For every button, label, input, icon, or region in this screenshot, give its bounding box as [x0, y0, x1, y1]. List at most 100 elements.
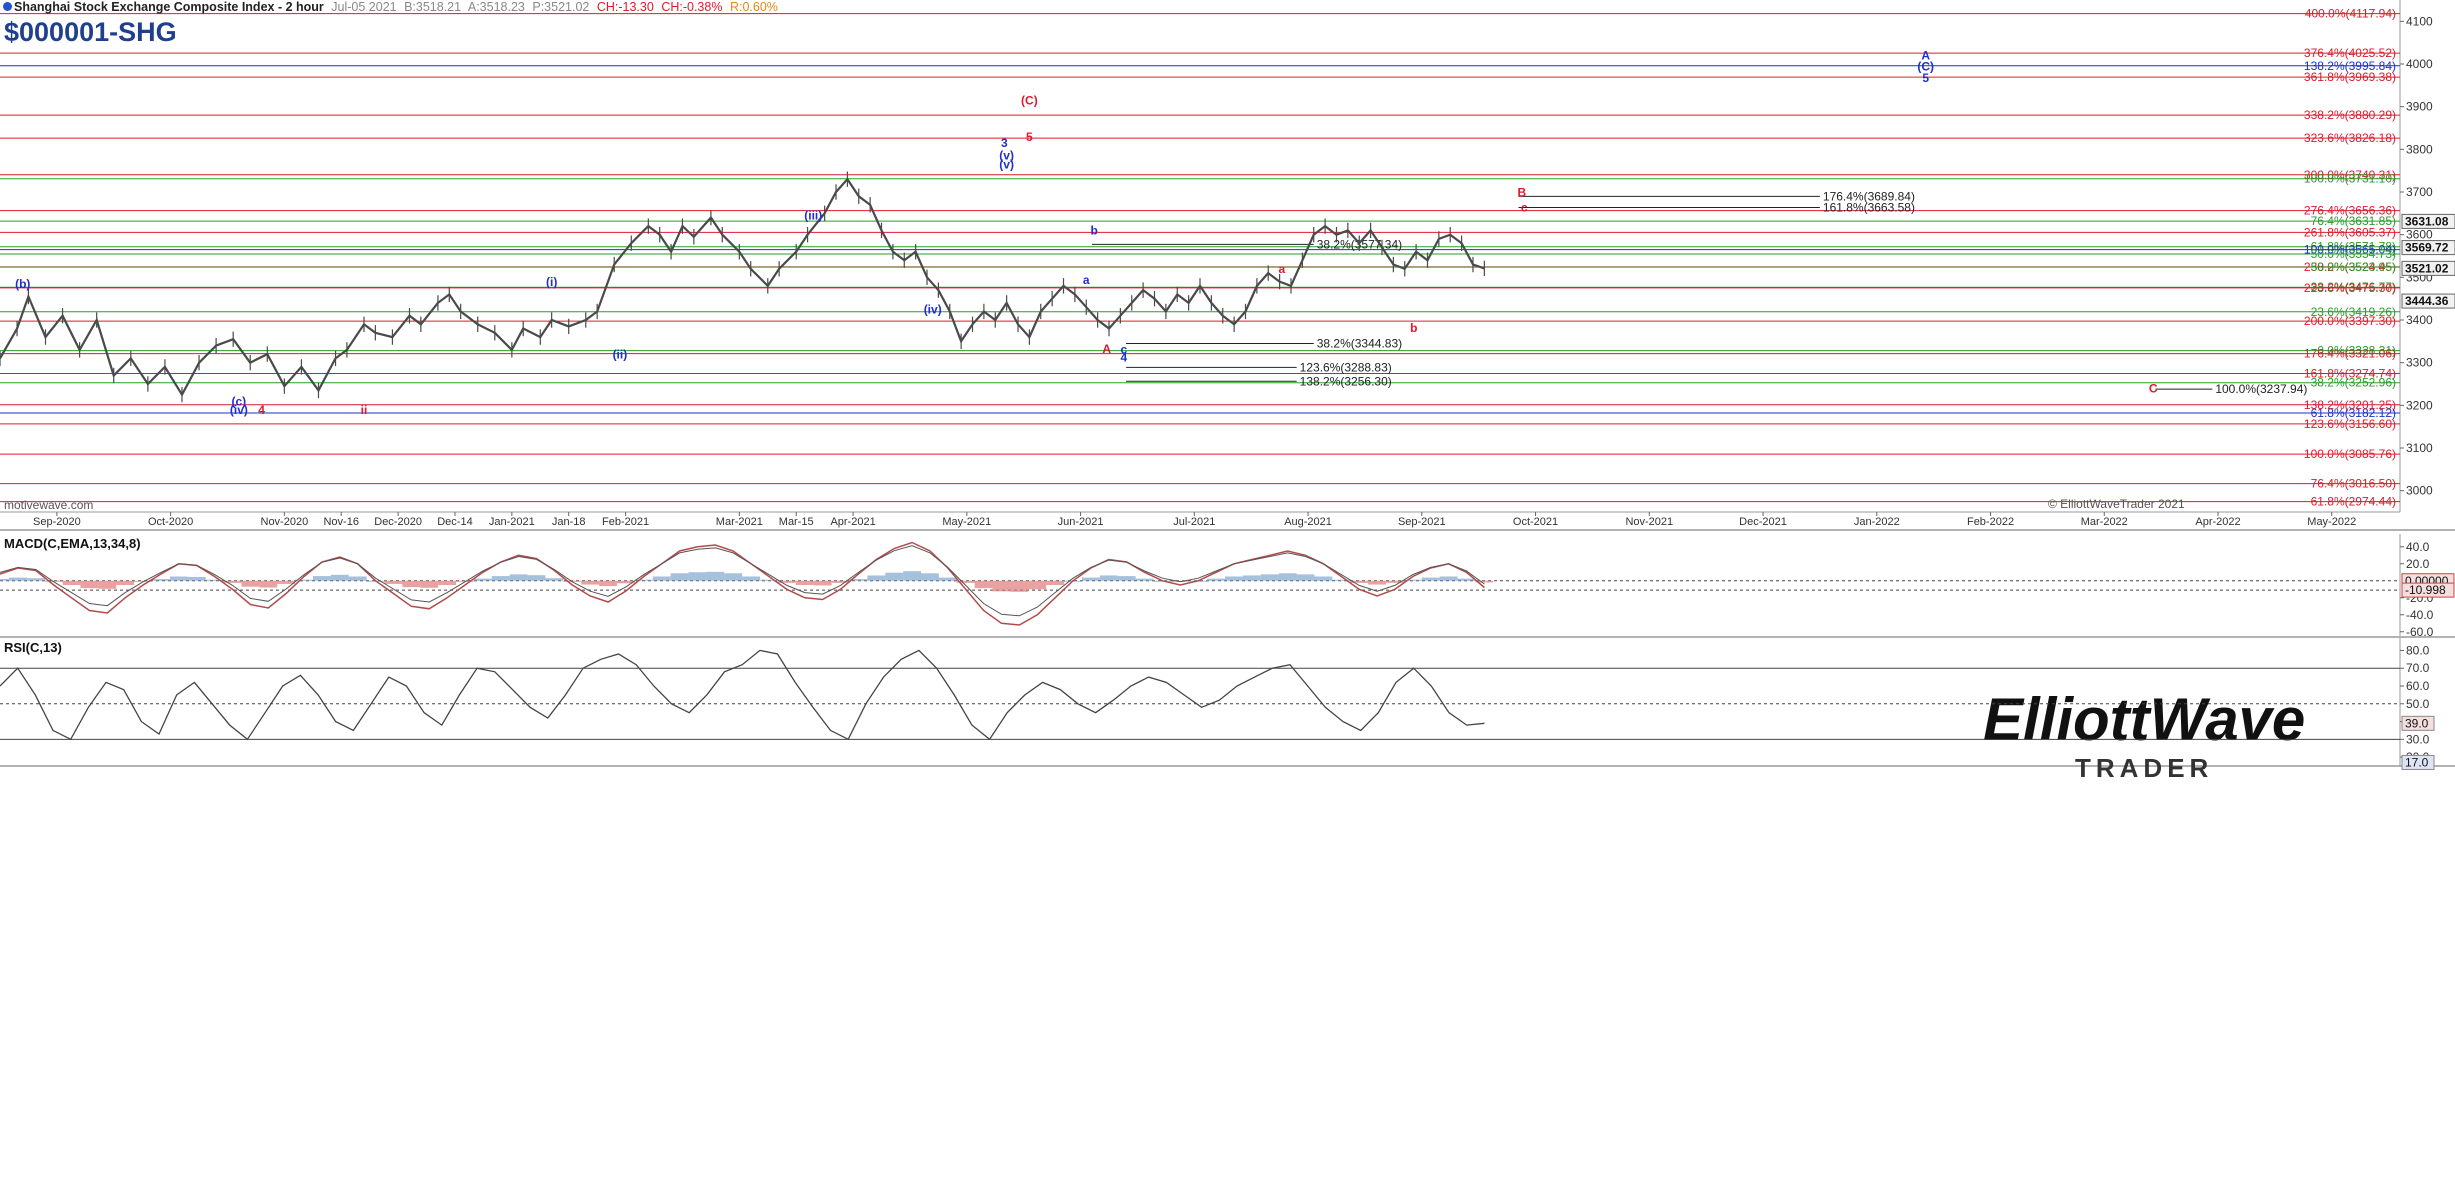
- wave-label: 4: [1120, 350, 1127, 364]
- wave-label: C: [2149, 382, 2158, 396]
- x-tick-label: Sep-2020: [33, 516, 81, 528]
- macd-histogram-bar: [348, 576, 367, 581]
- macd-histogram-bar: [616, 580, 635, 584]
- macd-histogram-bar: [1350, 580, 1369, 583]
- fib-level-label: 261.8%(3605.37): [2304, 225, 2396, 239]
- macd-histogram-bar: [1260, 574, 1279, 581]
- wave-label: (v): [999, 149, 1014, 163]
- macd-histogram-bar: [1099, 575, 1118, 581]
- fib-level-label: 100.0%(3085.76): [2304, 447, 2396, 461]
- copyright: © ElliottWaveTrader 2021: [2048, 497, 2185, 511]
- macd-y-tick-label: 40.0: [2406, 540, 2430, 554]
- macd-histogram-bar: [420, 580, 439, 588]
- wave-label: B: [1518, 185, 1527, 199]
- macd-histogram-bar: [581, 580, 600, 585]
- macd-histogram-bar: [169, 576, 188, 581]
- fib-level-label: 61.8%(3182.12): [2311, 406, 2396, 420]
- logo-text: ElliottWave: [1983, 686, 2305, 753]
- rsi-y-tick-label: 80.0: [2406, 643, 2430, 657]
- price-y-tick-label: 3800: [2406, 142, 2433, 156]
- rsi-title: RSI(C,13): [4, 640, 62, 655]
- macd-histogram-bar: [706, 571, 725, 581]
- macd-histogram-bar: [438, 580, 457, 585]
- macd-histogram-bar: [1421, 577, 1440, 581]
- x-tick-label: Nov-2021: [1625, 516, 1673, 528]
- macd-histogram-bar: [1207, 578, 1226, 581]
- price-tag-label: 3631.08: [2405, 214, 2449, 228]
- rsi-line: [0, 649, 1485, 741]
- rsi-tag-label: 17.0: [2405, 755, 2429, 769]
- rsi-tag-box: [2401, 715, 2435, 731]
- fib-level-label: 138.2%(3995.84): [2304, 59, 2396, 73]
- macd-histogram-bar: [831, 580, 850, 583]
- price-y-tick-label: 3400: [2406, 313, 2433, 327]
- macd-histogram-bar: [813, 580, 832, 586]
- macd-histogram-bar: [921, 573, 939, 581]
- x-tick-label: Oct-2020: [148, 516, 193, 528]
- macd-histogram-bar: [599, 580, 617, 587]
- macd-histogram-bar: [241, 580, 260, 587]
- macd-histogram-bar: [760, 579, 778, 581]
- macd-histogram-bar: [62, 580, 81, 585]
- wave-label: A: [1921, 49, 1930, 63]
- x-tick-label: Mar-15: [779, 516, 814, 528]
- watermark: motivewave.com: [4, 498, 93, 512]
- price-tag-box: [2401, 213, 2455, 229]
- wave-label: (v): [999, 158, 1014, 172]
- macd-histogram-bar: [152, 579, 170, 581]
- macd-histogram-bar: [1117, 576, 1136, 581]
- macd-histogram-bar: [903, 571, 922, 581]
- header-change: CH:-13.30: [596, 0, 654, 14]
- x-tick-label: Nov-16: [323, 516, 358, 528]
- macd-histogram-bar: [527, 575, 546, 581]
- macd-histogram-bar: [956, 580, 975, 583]
- macd-histogram-bar: [670, 573, 689, 581]
- macd-histogram-bar: [992, 580, 1011, 592]
- macd-histogram-bar: [223, 580, 242, 583]
- macd-histogram-bar: [777, 580, 796, 583]
- fib-level-label: 276.4%(3656.36): [2304, 204, 2396, 218]
- wave-label: b: [1091, 224, 1098, 238]
- macd-histogram-bar: [652, 576, 671, 581]
- price-tag-label: 3569.72: [2405, 241, 2449, 255]
- macd-histogram-bar: [8, 577, 27, 581]
- fib-level-label: 50.0%(3554.73): [2311, 247, 2396, 261]
- price-y-tick-label: 4000: [2406, 57, 2433, 71]
- macd-histogram-bar: [1278, 573, 1297, 581]
- x-tick-label: Dec-2020: [374, 516, 422, 528]
- macd-histogram-bar: [473, 578, 492, 581]
- fib-level-label: 123.6%(3156.60): [2304, 417, 2396, 431]
- macd-histogram-bar: [867, 575, 886, 581]
- blue-dot-icon: [3, 2, 12, 11]
- macd-histogram-bar: [205, 579, 224, 581]
- macd-histogram-bar: [1332, 579, 1351, 581]
- macd-tag-label: -10.998: [2405, 583, 2446, 597]
- fib-level-label: 223.6%(3475.30): [2304, 281, 2396, 295]
- macd-histogram-bar: [1135, 578, 1154, 581]
- x-tick-label: Nov-2020: [261, 516, 309, 528]
- rsi-tag-label: 39.0: [2405, 716, 2429, 730]
- x-tick-label: Aug-2021: [1284, 516, 1332, 528]
- inner-fib-label: 100.0%(3237.94): [2215, 382, 2307, 396]
- fib-level-label: 176.4%(3321.06): [2304, 347, 2396, 361]
- x-tick-label: May-2022: [2307, 516, 2356, 528]
- price-y-tick-label: 3900: [2406, 100, 2433, 114]
- x-tick-label: May-2021: [942, 516, 991, 528]
- macd-histogram-bar: [1046, 580, 1065, 585]
- symbol-label: $000001-SHG: [4, 17, 177, 47]
- fib-level-label: 100.0%(3565.04): [2304, 243, 2396, 257]
- wave-label: 5: [1026, 130, 1033, 144]
- price-tag-label: 3521.02: [2405, 261, 2449, 275]
- wave-label: b: [1410, 321, 1417, 335]
- macd-line: [0, 541, 1485, 626]
- chart-header: Shanghai Stock Exchange Composite Index …: [0, 0, 1000, 18]
- wave-label: 3: [1001, 136, 1008, 150]
- rsi-y-tick-label: 70.0: [2406, 661, 2430, 675]
- x-tick-label: Apr-2021: [830, 516, 875, 528]
- macd-histogram-bar: [1010, 580, 1029, 592]
- macd-histogram-bar: [116, 580, 135, 585]
- macd-histogram-bar: [545, 578, 564, 581]
- wave-label: (iv): [230, 403, 248, 417]
- wave-label: a: [1083, 273, 1090, 287]
